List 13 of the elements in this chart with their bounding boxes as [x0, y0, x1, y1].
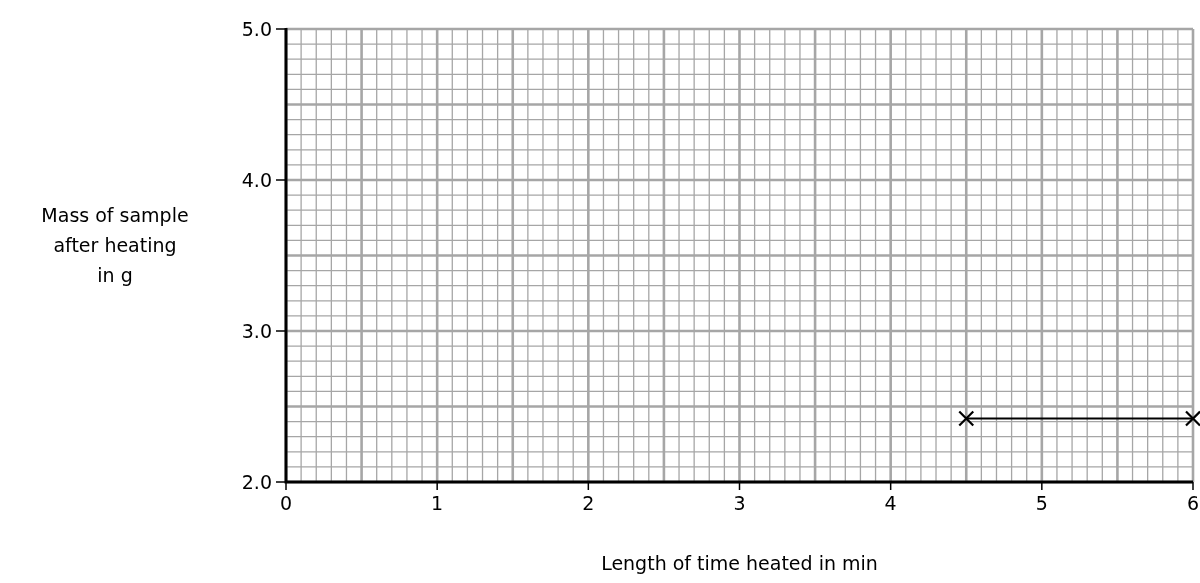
y-tick-label: 5.0: [241, 18, 272, 40]
y-tick-label: 2.0: [241, 471, 272, 493]
y-tick-label: 4.0: [241, 169, 272, 191]
x-tick-label: 2: [582, 492, 595, 514]
x-axis-title: Length of time heated in min: [601, 552, 878, 574]
x-tick-label: 1: [431, 492, 444, 514]
x-tick-label: 4: [884, 492, 897, 514]
x-tick-label: 0: [279, 492, 293, 514]
x-tick-label: 5: [1035, 492, 1048, 514]
y-axis-title: Mass of sample after heating in g: [41, 204, 189, 286]
x-tick-label: 6: [1186, 492, 1200, 514]
y-tick-label: 3.0: [241, 320, 272, 342]
x-tick-label: 3: [733, 492, 746, 514]
